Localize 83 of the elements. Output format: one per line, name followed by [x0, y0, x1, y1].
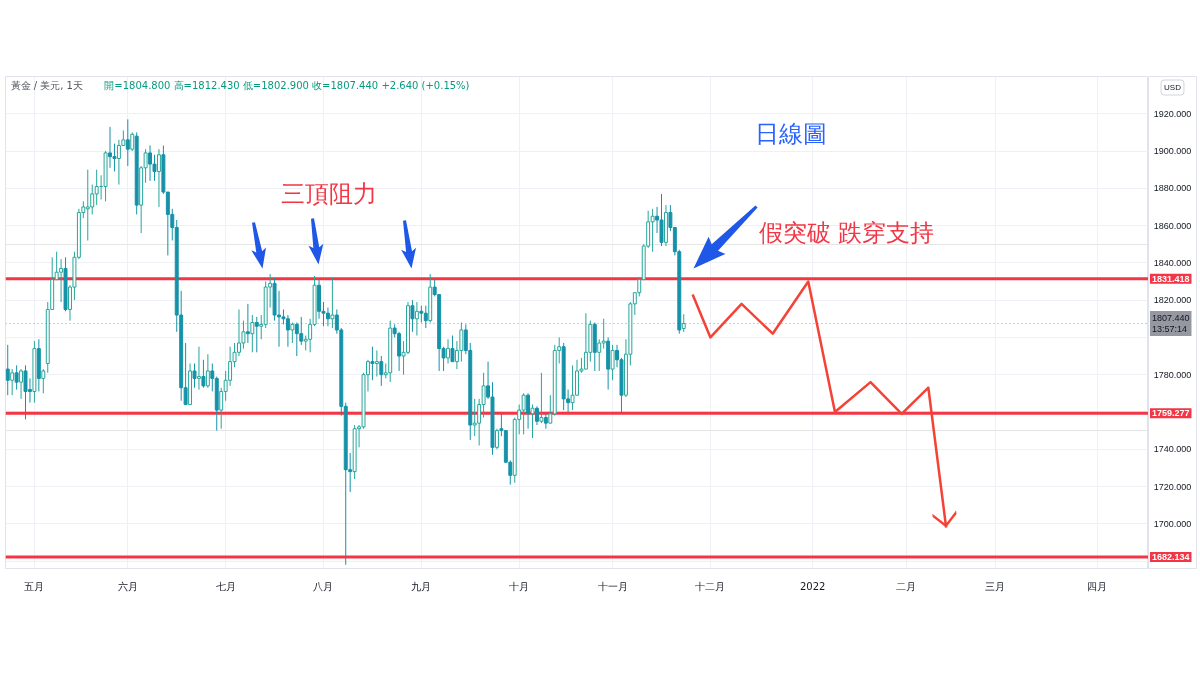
candlestick — [494, 428, 499, 450]
candlestick — [535, 405, 539, 426]
candlestick — [526, 392, 531, 430]
candlestick — [59, 258, 64, 303]
candlestick — [650, 208, 655, 253]
candlestick — [10, 368, 15, 396]
candlestick — [325, 307, 330, 327]
candlestick — [601, 318, 606, 350]
candlestick — [570, 364, 575, 411]
candlestick — [543, 413, 548, 430]
candlestick — [201, 359, 206, 389]
annotation: 日線圖 — [754, 119, 827, 148]
x-tick-label: 十月 — [509, 580, 530, 592]
x-tick-label: 八月 — [313, 580, 334, 592]
candlestick — [250, 314, 255, 353]
x-tick-label: 五月 — [24, 580, 45, 592]
y-tick-label: 1900.000 — [1153, 146, 1192, 157]
ref-line-label: 1682.134 — [1151, 552, 1190, 563]
candlestick — [299, 316, 304, 346]
candlestick — [294, 322, 299, 357]
x-tick-label: 十一月 — [597, 580, 628, 592]
x-tick-label: 三月 — [985, 580, 1006, 592]
candlestick — [130, 131, 135, 152]
candlestick — [245, 303, 250, 344]
candlestick — [85, 169, 90, 241]
candlestick — [659, 193, 664, 247]
x-tick-label: 十二月 — [695, 580, 726, 592]
y-tick-label: 1820.000 — [1153, 295, 1192, 306]
candlestick — [94, 169, 99, 206]
candlestick — [23, 364, 28, 420]
candlestick — [397, 331, 402, 372]
x-tick-label: 六月 — [117, 580, 138, 592]
candlestick — [530, 404, 535, 439]
y-tick-label: 1700.000 — [1153, 518, 1192, 529]
candlestick — [254, 316, 259, 353]
ref-line-label: 1807.440 13:57:14 — [1151, 313, 1190, 335]
candlestick — [379, 355, 384, 387]
candlestick — [330, 277, 335, 329]
x-tick-label: 九月 — [411, 580, 432, 592]
candlestick — [472, 398, 477, 437]
y-tick-label: 1880.000 — [1153, 183, 1192, 194]
ref-line-label: 1831.418 — [1151, 273, 1190, 284]
candlestick — [446, 338, 450, 364]
candlestick — [41, 368, 46, 394]
candlestick — [290, 322, 295, 344]
ref-line-label: 1759.277 — [1151, 408, 1190, 419]
candlestick — [285, 314, 290, 348]
candlestick — [414, 301, 419, 337]
candlestick — [370, 346, 375, 381]
candlestick — [90, 184, 95, 215]
chart-title: 黃金 / 美元, 1天 — [10, 80, 83, 91]
y-tick-label: 1780.000 — [1153, 369, 1192, 380]
annotation: 三頂阻力 — [280, 179, 377, 208]
candlestick — [148, 144, 153, 182]
candlestick — [450, 335, 455, 363]
x-tick-label: 2022 — [799, 580, 826, 592]
y-tick-label: 1720.000 — [1153, 481, 1192, 492]
y-tick-label: 1920.000 — [1153, 108, 1192, 119]
candlestick — [14, 364, 19, 391]
candlestick — [410, 299, 415, 333]
y-axis-title: USD — [1164, 83, 1182, 92]
y-tick-label: 1860.000 — [1153, 220, 1192, 231]
candlestick — [374, 349, 379, 378]
candlestick — [19, 368, 24, 400]
candlestick — [125, 118, 130, 167]
x-tick-label: 二月 — [896, 580, 917, 592]
x-tick-label: 七月 — [215, 580, 236, 592]
y-tick-label: 1740.000 — [1153, 444, 1192, 455]
y-tick-label: 1840.000 — [1153, 257, 1192, 268]
x-tick-label: 四月 — [1087, 580, 1108, 592]
candlestick — [583, 312, 588, 370]
candlestick — [116, 139, 121, 186]
candlestick — [423, 305, 428, 329]
candlestick — [192, 363, 197, 389]
candlestick — [205, 353, 210, 389]
candlestick — [5, 344, 10, 396]
annotation: 假突破 跌穿支持 — [758, 218, 935, 247]
candlestick — [521, 392, 526, 435]
candlestick — [597, 338, 602, 372]
candlestick — [610, 344, 615, 381]
candlestick — [197, 346, 201, 391]
candlestick — [539, 372, 544, 424]
chart-subtitle: 開=1804.800 高=1812.430 低=1802.900 收=1807.440 +2.640 (+0.15%) — [104, 80, 470, 91]
